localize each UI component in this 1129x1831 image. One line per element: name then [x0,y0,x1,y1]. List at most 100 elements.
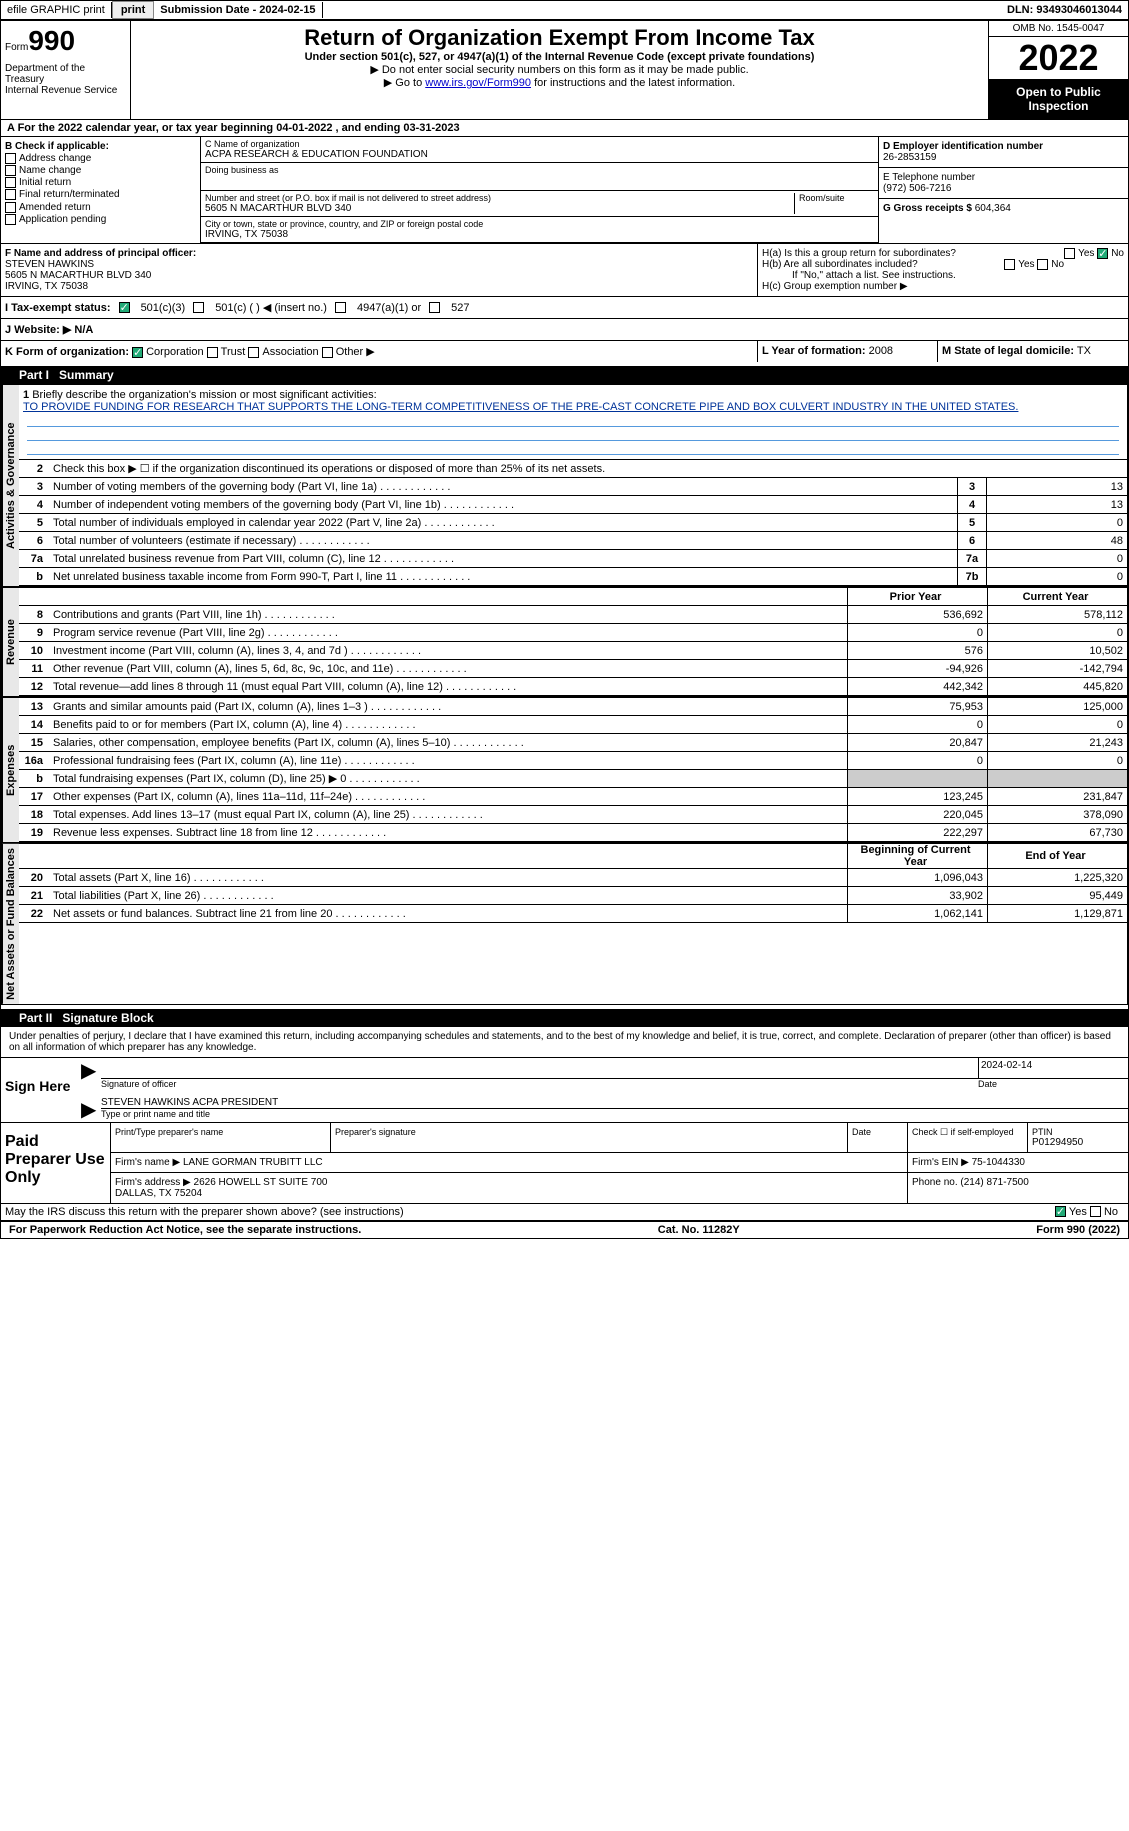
current-year-hdr: Current Year [987,588,1127,605]
summary-line: 15 Salaries, other compensation, employe… [19,734,1127,752]
sig-intro: Under penalties of perjury, I declare th… [1,1027,1128,1058]
hb-note: If "No," attach a list. See instructions… [762,270,1124,281]
ha-yes[interactable] [1064,248,1075,259]
org-name: ACPA RESEARCH & EDUCATION FOUNDATION [205,149,874,160]
ptin: P01294950 [1032,1137,1124,1148]
status-527[interactable] [429,302,440,313]
part2-title: Signature Block [62,1011,153,1025]
summary-line: 8 Contributions and grants (Part VIII, l… [19,606,1127,624]
hb-label: H(b) Are all subordinates included? [762,259,918,270]
prep-sig-label: Preparer's signature [335,1127,843,1137]
paid-preparer-block: Paid Preparer Use Only Print/Type prepar… [1,1123,1128,1204]
summary-expenses: Expenses 13 Grants and similar amounts p… [1,697,1128,843]
check-address-change[interactable]: Address change [5,153,196,164]
col-b-label: B Check if applicable: [5,141,109,152]
discuss-no[interactable] [1090,1206,1101,1217]
year-formation-label: L Year of formation: [762,345,866,357]
hc-label: H(c) Group exemption number ▶ [762,281,1124,292]
ein-label: D Employer identification number [883,141,1043,152]
summary-line: 17 Other expenses (Part IX, column (A), … [19,788,1127,806]
dba-label: Doing business as [205,165,874,175]
print-button[interactable]: print [112,1,154,19]
begin-year-hdr: Beginning of Current Year [847,844,987,868]
firm-phone-label: Phone no. [912,1177,958,1188]
status-4947[interactable] [335,302,346,313]
firm-name-label: Firm's name ▶ [115,1157,180,1168]
kform-label: K Form of organization: [5,346,129,358]
form-org-row: K Form of organization: Corporation Trus… [1,340,1128,362]
open-inspection: Open to Public Inspection [989,79,1128,119]
website-row: J Website: ▶ N/A [1,318,1128,340]
mission-label: Briefly describe the organization's miss… [32,389,376,401]
firm-ein: 75-1044330 [972,1157,1025,1168]
state-domicile: TX [1077,345,1091,357]
dept-label: Department of the Treasury Internal Reve… [5,63,126,96]
summary-line: 21 Total liabilities (Part X, line 26) 3… [19,887,1127,905]
hb-yes[interactable] [1004,259,1015,270]
summary-line: 6 Total number of volunteers (estimate i… [19,532,1127,550]
summary-line: 20 Total assets (Part X, line 16) 1,096,… [19,869,1127,887]
check-name-change[interactable]: Name change [5,165,196,176]
check-final-return[interactable]: Final return/terminated [5,189,196,200]
ein: 26-2853159 [883,152,936,163]
kform-assoc[interactable] [248,347,259,358]
summary-line: 7a Total unrelated business revenue from… [19,550,1127,568]
sign-here-label: Sign Here [1,1058,81,1122]
officer-label: F Name and address of principal officer: [5,248,196,259]
summary-line: 19 Revenue less expenses. Subtract line … [19,824,1127,842]
efile-label: efile GRAPHIC print [1,2,112,18]
ptin-label: PTIN [1032,1127,1124,1137]
status-label: I Tax-exempt status: [5,302,111,314]
form-number: 990 [28,25,75,56]
paid-prep-label: Paid Preparer Use Only [1,1123,111,1203]
submission-date: Submission Date - 2024-02-15 [154,2,322,18]
summary-revenue: Revenue Prior YearCurrent Year 8 Contrib… [1,587,1128,697]
ha-no[interactable] [1097,248,1108,259]
year-box: OMB No. 1545-0047 2022 Open to Public In… [988,21,1128,119]
phone: (972) 506-7216 [883,183,951,194]
summary-line: 14 Benefits paid to or for members (Part… [19,716,1127,734]
period-row: A For the 2022 calendar year, or tax yea… [1,119,1128,137]
form-id-box: Form990 Department of the Treasury Inter… [1,21,131,119]
sig-date: 2024-02-14 [978,1058,1128,1078]
officer-name: STEVEN HAWKINS [5,259,94,270]
col-b-checkboxes: B Check if applicable: Address change Na… [1,137,201,243]
summary-line: b Total fundraising expenses (Part IX, c… [19,770,1127,788]
period-begin: 04-01-2022 [276,122,332,134]
dln: DLN: 93493046013044 [1001,2,1128,18]
prep-name-label: Print/Type preparer's name [115,1127,326,1137]
firm-phone: (214) 871-7500 [960,1177,1028,1188]
check-initial-return[interactable]: Initial return [5,177,196,188]
part1-title: Summary [59,368,114,382]
discuss-label: May the IRS discuss this return with the… [1,1204,1055,1220]
summary-line: 5 Total number of individuals employed i… [19,514,1127,532]
officer-signature-field[interactable] [101,1058,978,1078]
goto-note: Go to www.irs.gov/Form990 for instructio… [139,76,980,89]
kform-trust[interactable] [207,347,218,358]
mission-text: TO PROVIDE FUNDING FOR RESEARCH THAT SUP… [23,401,1018,413]
part2-number: Part II [9,1011,62,1025]
status-501c3[interactable] [119,302,130,313]
check-app-pending[interactable]: Application pending [5,214,196,225]
form-subtitle: Under section 501(c), 527, or 4947(a)(1)… [139,51,980,63]
sig-arrow-icon: ▶ [81,1097,101,1122]
firm-addr-label: Firm's address ▶ [115,1177,191,1188]
self-employed-check[interactable]: Check ☐ if self-employed [908,1123,1028,1152]
end-year-hdr: End of Year [987,844,1127,868]
discuss-yes[interactable] [1055,1206,1066,1217]
check-amended[interactable]: Amended return [5,202,196,213]
irs-link[interactable]: www.irs.gov/Form990 [425,77,531,89]
status-501c[interactable] [193,302,204,313]
kform-corp[interactable] [132,347,143,358]
firm-name: LANE GORMAN TRUBITT LLC [183,1157,323,1168]
firm-ein-label: Firm's EIN ▶ [912,1157,969,1168]
omb-number: OMB No. 1545-0047 [989,21,1128,37]
summary-line: b Net unrelated business taxable income … [19,568,1127,586]
hb-no[interactable] [1037,259,1048,270]
sign-here-block: Sign Here ▶ 2024-02-14 Signature of offi… [1,1058,1128,1123]
officer-addr2: IRVING, TX 75038 [5,281,88,292]
title-box: Return of Organization Exempt From Incom… [131,21,988,119]
line2-desc: Check this box ▶ ☐ if the organization d… [49,460,1127,477]
summary-line: 18 Total expenses. Add lines 13–17 (must… [19,806,1127,824]
kform-other[interactable] [322,347,333,358]
